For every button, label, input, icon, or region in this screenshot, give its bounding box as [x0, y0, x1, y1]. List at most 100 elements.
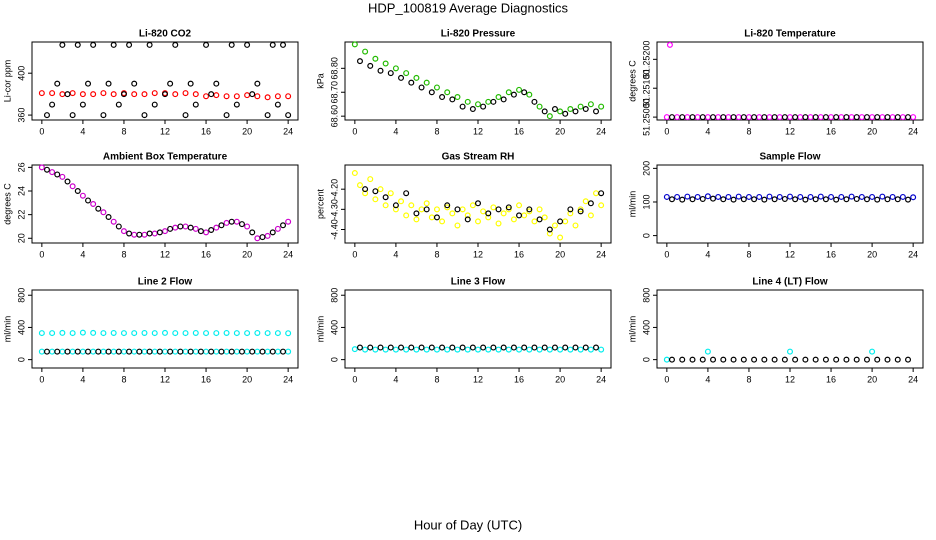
y-tick-label: 20 — [16, 233, 26, 243]
x-tick-label: 0 — [352, 126, 357, 136]
data-point — [151, 101, 158, 108]
data-point — [858, 114, 865, 121]
plot-frame — [344, 289, 612, 369]
data-point — [464, 212, 471, 219]
data-point — [285, 348, 292, 355]
y-tick-label: 51.25200 — [641, 41, 651, 79]
data-point — [905, 196, 912, 203]
data-point — [264, 112, 271, 119]
data-point — [382, 194, 389, 201]
data-point — [531, 98, 538, 105]
x-tick-label: 4 — [393, 126, 398, 136]
x-tick-label: 20 — [867, 374, 877, 384]
data-point — [828, 114, 835, 121]
data-point — [110, 348, 117, 355]
data-point — [280, 348, 287, 355]
data-point — [49, 90, 56, 97]
y-tick-label: 800 — [329, 288, 339, 303]
data-point — [423, 79, 430, 86]
data-point — [79, 348, 86, 355]
y-tick-label: 400 — [16, 66, 26, 81]
data-point — [264, 94, 271, 101]
data-point — [197, 228, 204, 235]
data-point — [776, 114, 783, 121]
x-tick-label: 24 — [596, 126, 606, 136]
data-point — [254, 80, 261, 87]
data-point — [187, 224, 194, 231]
data-point — [423, 206, 430, 213]
data-point — [74, 348, 81, 355]
data-point — [469, 202, 476, 209]
data-point — [115, 223, 122, 230]
data-point — [274, 330, 281, 337]
data-point — [884, 196, 891, 203]
data-point — [269, 41, 276, 48]
x-tick-label: 0 — [39, 249, 44, 259]
x-tick-label: 4 — [80, 126, 85, 136]
data-point — [274, 93, 281, 100]
data-point — [853, 195, 860, 202]
data-point — [90, 91, 97, 98]
data-point — [43, 112, 50, 119]
y-axis-label: ml/min — [627, 316, 637, 343]
data-point — [792, 114, 799, 121]
data-point — [853, 114, 860, 121]
data-point — [439, 344, 446, 351]
x-tick-label: 12 — [785, 126, 795, 136]
data-point — [213, 224, 220, 231]
panel-title: Line 4 (LT) Flow — [752, 277, 828, 288]
data-point — [781, 114, 788, 121]
panel: Line 4 (LT) Flow ml/min 0 4 8 12 16 20 24 0 400 800 — [627, 277, 924, 384]
data-point — [863, 356, 870, 363]
data-point — [598, 202, 605, 209]
y-axis-label: kPa — [315, 73, 325, 89]
data-point — [423, 346, 430, 353]
data-point — [382, 60, 389, 67]
data-point — [833, 196, 840, 203]
y-tick-label: 360 — [16, 108, 26, 123]
data-point — [725, 114, 732, 121]
data-point — [668, 196, 675, 203]
data-point — [531, 218, 538, 225]
data-point — [115, 348, 122, 355]
data-point — [449, 344, 456, 351]
data-point — [167, 348, 174, 355]
data-point — [761, 356, 768, 363]
data-point — [398, 344, 405, 351]
plot-frame — [344, 164, 612, 244]
x-tick-label: 4 — [393, 249, 398, 259]
data-point — [59, 173, 66, 180]
data-point — [233, 93, 240, 100]
data-point — [131, 91, 138, 98]
data-point — [587, 212, 594, 219]
data-point — [54, 80, 61, 87]
data-point — [362, 186, 369, 193]
data-point — [730, 114, 737, 121]
data-point — [786, 348, 793, 355]
data-point — [382, 346, 389, 353]
data-point — [598, 190, 605, 197]
data-point — [761, 196, 768, 203]
data-point — [879, 193, 886, 200]
data-point — [720, 196, 727, 203]
y-tick-label: 800 — [641, 288, 651, 303]
data-point — [274, 348, 281, 355]
data-point — [879, 114, 886, 121]
data-point — [505, 346, 512, 353]
data-point — [172, 91, 179, 98]
data-point — [510, 91, 517, 98]
data-point — [598, 346, 605, 353]
data-point — [562, 110, 569, 117]
data-point — [120, 228, 127, 235]
data-point — [403, 212, 410, 219]
data-point — [495, 220, 502, 227]
y-tick-label: -4.40 — [329, 219, 339, 240]
data-point — [356, 344, 363, 351]
data-point — [182, 223, 189, 230]
data-point — [740, 196, 747, 203]
data-point — [269, 348, 276, 355]
data-point — [59, 91, 66, 98]
y-tick-label: 100 — [641, 194, 651, 209]
panel-title: Ambient Box Temperature — [103, 152, 228, 163]
data-point — [203, 41, 210, 48]
